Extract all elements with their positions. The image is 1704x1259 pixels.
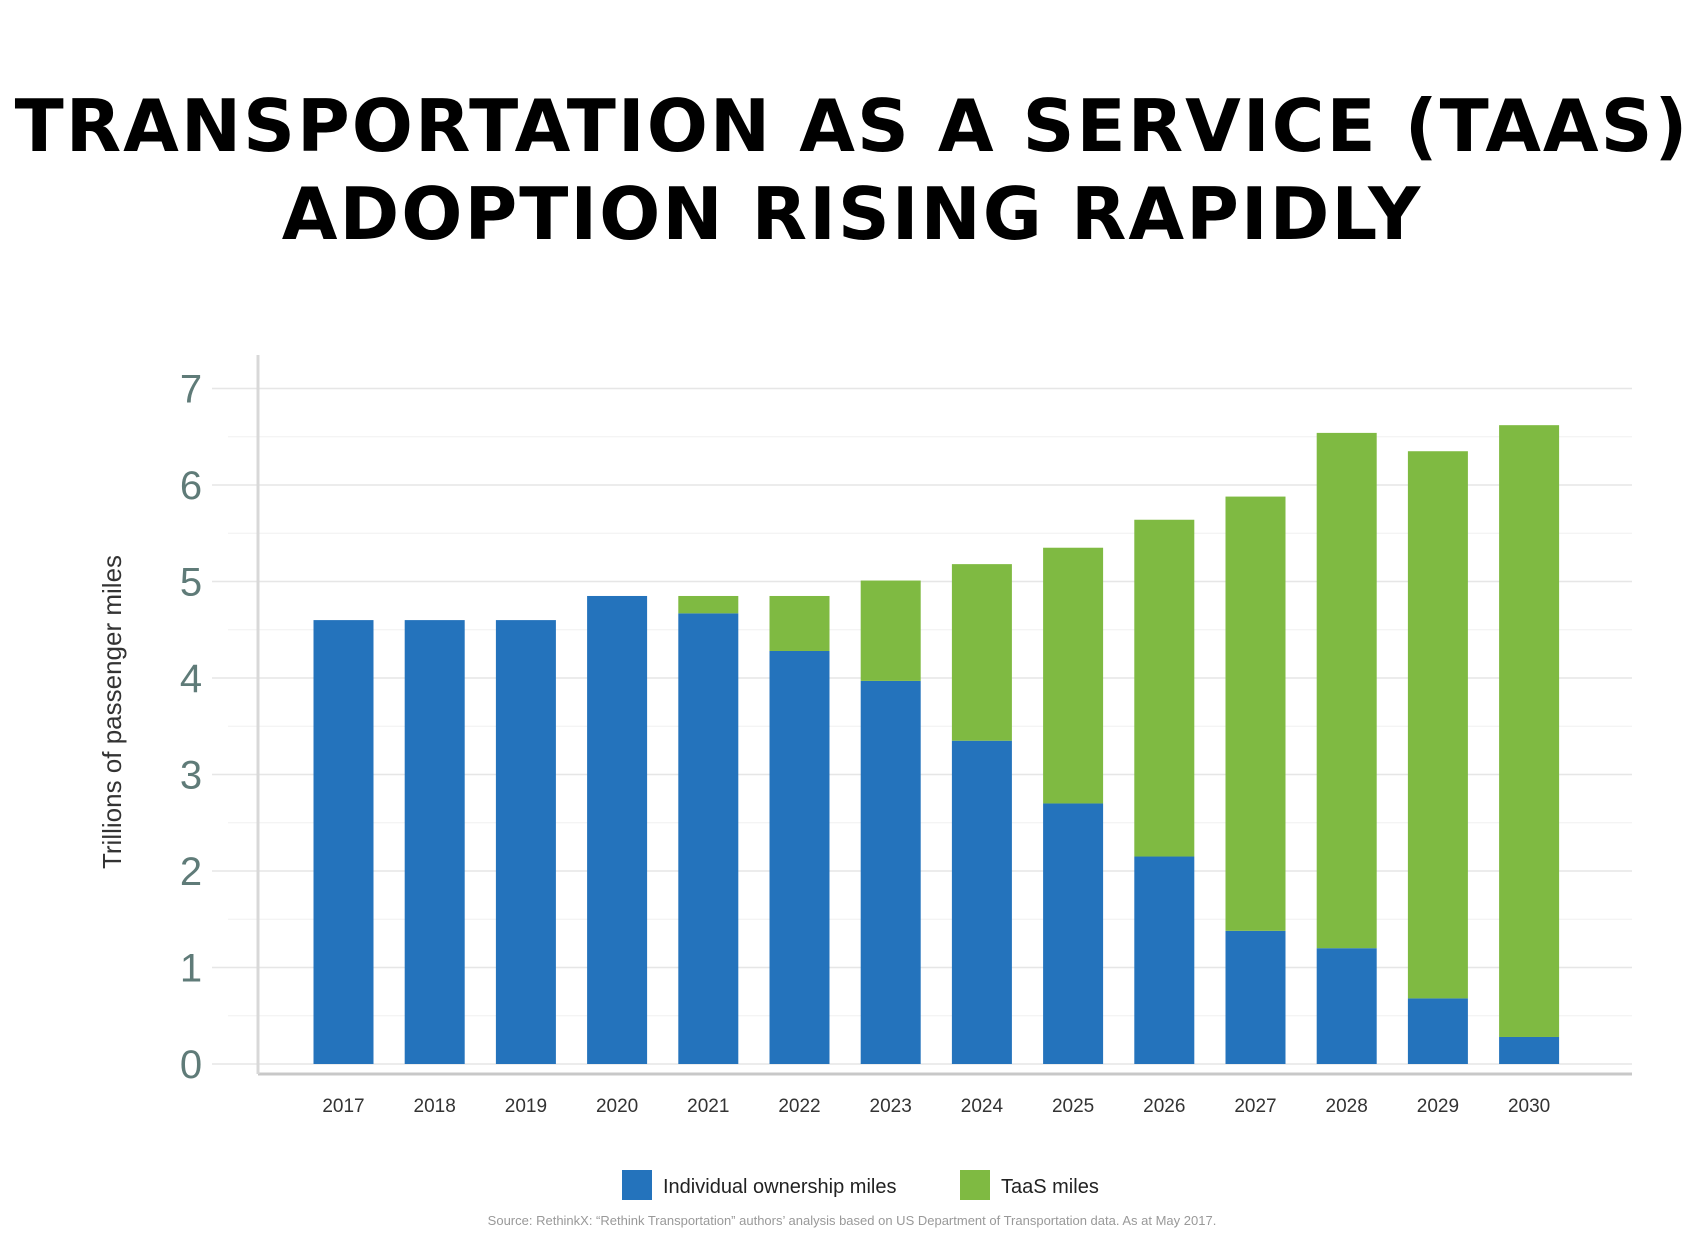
y-tick-label: 0 bbox=[180, 1043, 202, 1087]
x-tick-label: 2025 bbox=[1052, 1096, 1094, 1117]
bar-individual-2017 bbox=[313, 620, 374, 1064]
bar-individual-2029 bbox=[1407, 998, 1468, 1064]
bar-individual-2018 bbox=[404, 620, 465, 1064]
bar-individual-2030 bbox=[1499, 1036, 1560, 1064]
x-tick-label: 2019 bbox=[505, 1096, 547, 1117]
legend-swatch-taas bbox=[960, 1170, 990, 1200]
x-tick-label: 2021 bbox=[687, 1096, 729, 1117]
x-tick-label: 2022 bbox=[778, 1096, 820, 1117]
y-axis-label: Trillions of passenger miles bbox=[97, 555, 127, 869]
bar-taas-2021 bbox=[678, 595, 739, 614]
bar-taas-2024 bbox=[951, 564, 1012, 741]
x-tick-label: 2026 bbox=[1143, 1096, 1185, 1117]
y-axis-ticks: 0 1 2 3 4 5 6 7 bbox=[180, 368, 202, 1088]
x-tick-label: 2028 bbox=[1326, 1096, 1368, 1117]
bars bbox=[313, 425, 1560, 1064]
bar-individual-2019 bbox=[495, 620, 556, 1064]
legend-label-taas: TaaS miles bbox=[1001, 1176, 1099, 1198]
bar-individual-2028 bbox=[1316, 948, 1377, 1064]
bar-individual-2026 bbox=[1134, 856, 1195, 1064]
bar-taas-2023 bbox=[860, 580, 921, 681]
bar-taas-2025 bbox=[1043, 547, 1104, 804]
x-tick-label: 2023 bbox=[870, 1096, 912, 1117]
y-tick-label: 3 bbox=[180, 754, 202, 798]
bar-taas-2029 bbox=[1407, 451, 1468, 999]
bar-individual-2024 bbox=[951, 740, 1012, 1064]
x-tick-label: 2027 bbox=[1234, 1096, 1276, 1117]
bar-taas-2026 bbox=[1134, 519, 1195, 857]
y-tick-label: 4 bbox=[180, 657, 202, 701]
y-tick-label: 1 bbox=[180, 947, 202, 991]
x-axis-ticks: 2017 2018 2019 2020 2021 2022 2023 2024 2025 2026… bbox=[322, 1096, 1550, 1117]
bar-taas-2030 bbox=[1499, 425, 1560, 1037]
x-tick-label: 2030 bbox=[1508, 1096, 1550, 1117]
y-tick-label: 2 bbox=[180, 850, 202, 894]
bar-individual-2021 bbox=[678, 613, 739, 1064]
chart-title-line-1: TRANSPORTATION AS A SERVICE (TAAS) bbox=[14, 84, 1690, 168]
bar-individual-2020 bbox=[587, 595, 648, 1064]
x-tick-label: 2029 bbox=[1417, 1096, 1459, 1117]
chart-title-line-2: ADOPTION RISING RAPIDLY bbox=[281, 172, 1423, 256]
legend-label-individual: Individual ownership miles bbox=[663, 1176, 896, 1198]
legend: Individual ownership miles TaaS miles bbox=[622, 1170, 1099, 1200]
x-tick-label: 2018 bbox=[414, 1096, 456, 1117]
x-tick-label: 2024 bbox=[961, 1096, 1004, 1117]
bar-individual-2027 bbox=[1225, 930, 1286, 1064]
bar-individual-2023 bbox=[860, 680, 921, 1064]
bar-individual-2025 bbox=[1043, 803, 1104, 1064]
bar-taas-2022 bbox=[769, 595, 830, 651]
legend-swatch-individual bbox=[622, 1170, 652, 1200]
source-note: Source: RethinkX: “Rethink Transportatio… bbox=[488, 1213, 1217, 1228]
y-tick-label: 7 bbox=[180, 368, 202, 412]
x-tick-label: 2020 bbox=[596, 1096, 638, 1117]
chart-title: TRANSPORTATION AS A SERVICE (TAAS) ADOPT… bbox=[0, 82, 1704, 258]
bar-taas-2028 bbox=[1316, 432, 1377, 949]
bar-taas-2027 bbox=[1225, 496, 1286, 931]
y-tick-label: 6 bbox=[180, 464, 202, 508]
bar-individual-2022 bbox=[769, 650, 830, 1064]
y-tick-label: 5 bbox=[180, 561, 202, 605]
x-tick-label: 2017 bbox=[322, 1096, 364, 1117]
